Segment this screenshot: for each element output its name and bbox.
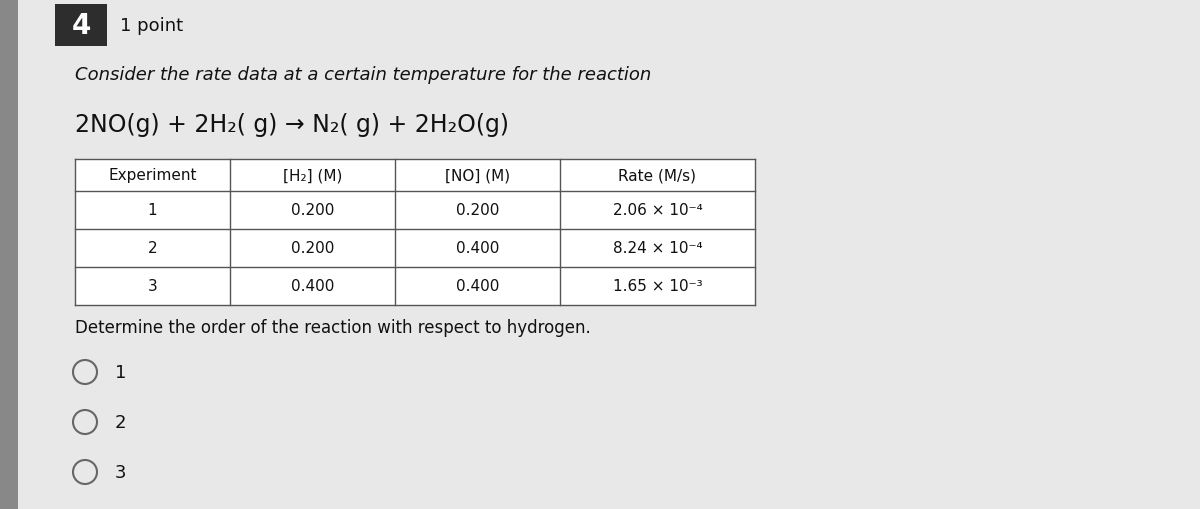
Text: 1.65 × 10⁻³: 1.65 × 10⁻³ — [613, 279, 702, 294]
Text: 1 point: 1 point — [120, 17, 184, 35]
Text: [H₂] (M): [H₂] (M) — [283, 168, 342, 183]
Text: Determine the order of the reaction with respect to hydrogen.: Determine the order of the reaction with… — [74, 318, 590, 336]
Text: [NO] (M): [NO] (M) — [445, 168, 510, 183]
Text: 0.200: 0.200 — [456, 203, 499, 218]
Text: 0.400: 0.400 — [290, 279, 334, 294]
Bar — [0, 0, 18, 509]
Text: Consider the rate data at a certain temperature for the reaction: Consider the rate data at a certain temp… — [74, 66, 652, 84]
Bar — [55, 5, 107, 47]
Text: 0.200: 0.200 — [290, 241, 334, 256]
Text: 0.200: 0.200 — [290, 203, 334, 218]
Text: 1: 1 — [148, 203, 157, 218]
Text: 0.400: 0.400 — [456, 241, 499, 256]
Text: 4: 4 — [71, 12, 91, 40]
Text: 3: 3 — [115, 463, 126, 481]
Text: 2: 2 — [148, 241, 157, 256]
Text: Experiment: Experiment — [108, 168, 197, 183]
Text: 2NO(g) + 2H₂( g) → N₂( g) + 2H₂O(g): 2NO(g) + 2H₂( g) → N₂( g) + 2H₂O(g) — [74, 113, 509, 137]
Bar — [74, 160, 755, 305]
Text: 8.24 × 10⁻⁴: 8.24 × 10⁻⁴ — [613, 241, 702, 256]
Text: 1: 1 — [115, 363, 126, 381]
Text: Rate (M/s): Rate (M/s) — [618, 168, 696, 183]
Text: 3: 3 — [148, 279, 157, 294]
Text: 0.400: 0.400 — [456, 279, 499, 294]
Text: 2.06 × 10⁻⁴: 2.06 × 10⁻⁴ — [613, 203, 702, 218]
Text: 2: 2 — [115, 413, 126, 431]
